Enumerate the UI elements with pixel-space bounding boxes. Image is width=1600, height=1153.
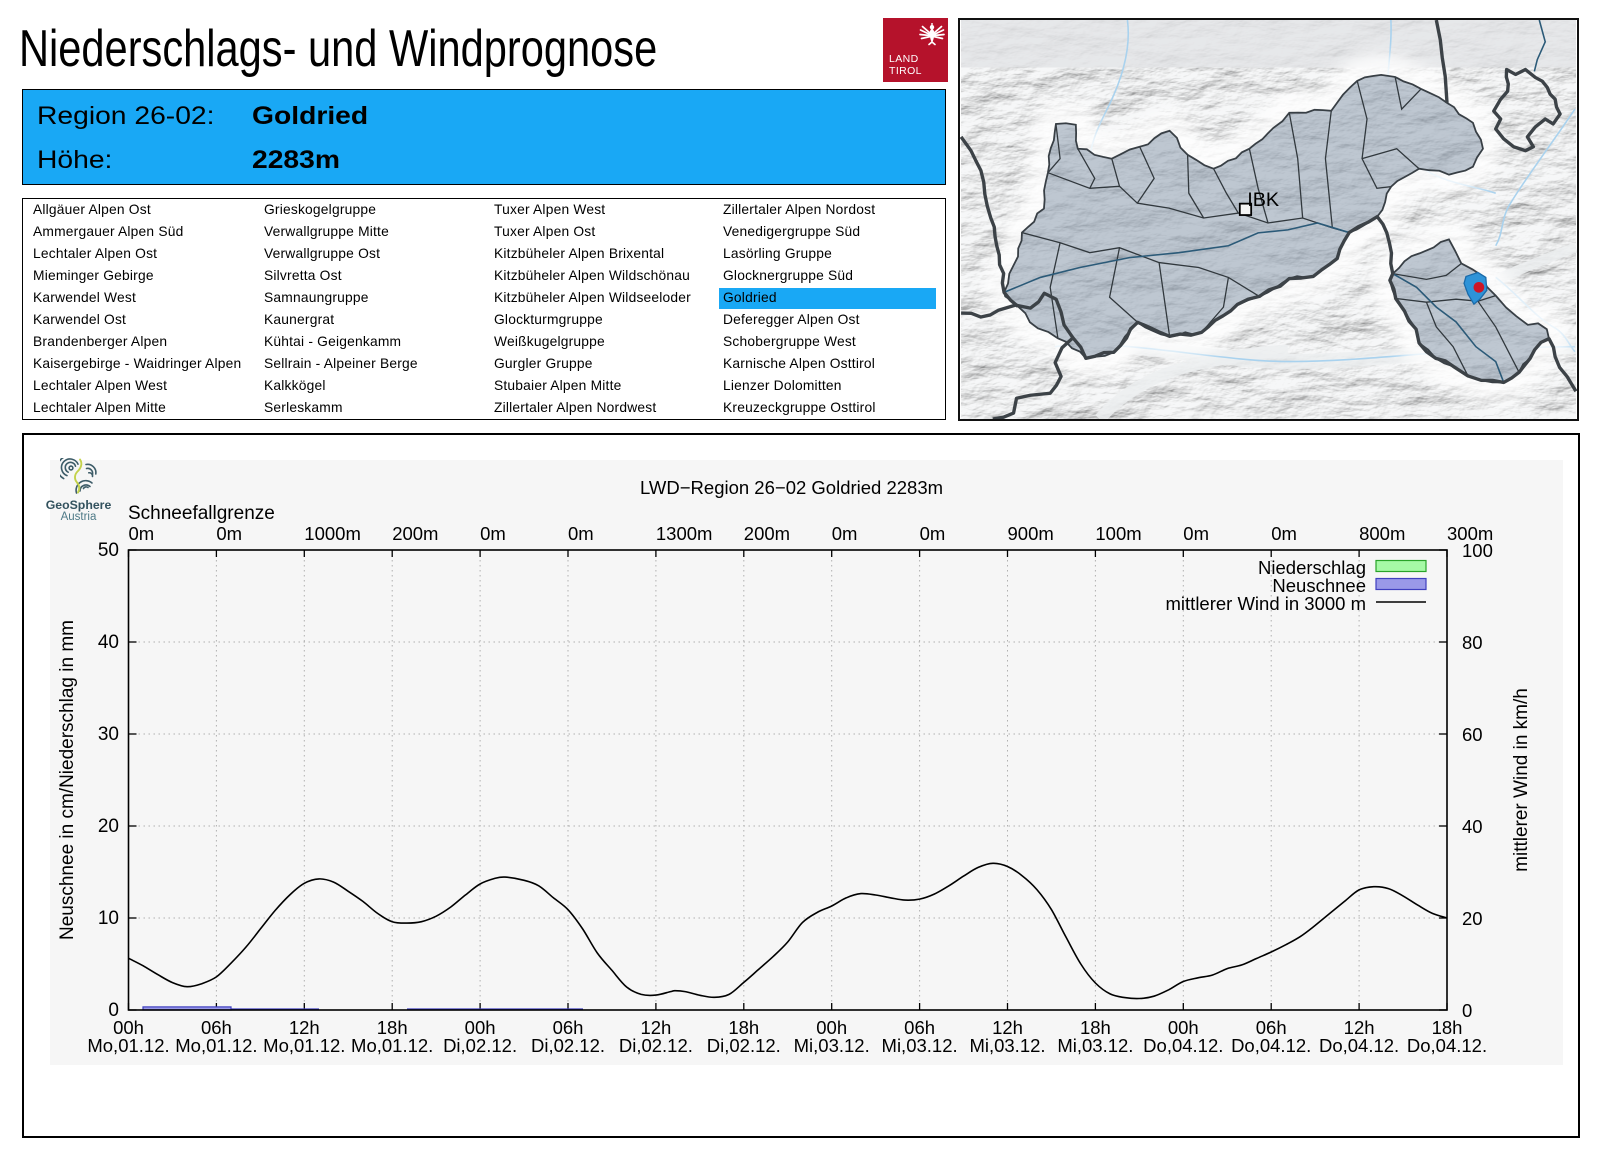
svg-text:IBK: IBK — [1247, 189, 1279, 211]
